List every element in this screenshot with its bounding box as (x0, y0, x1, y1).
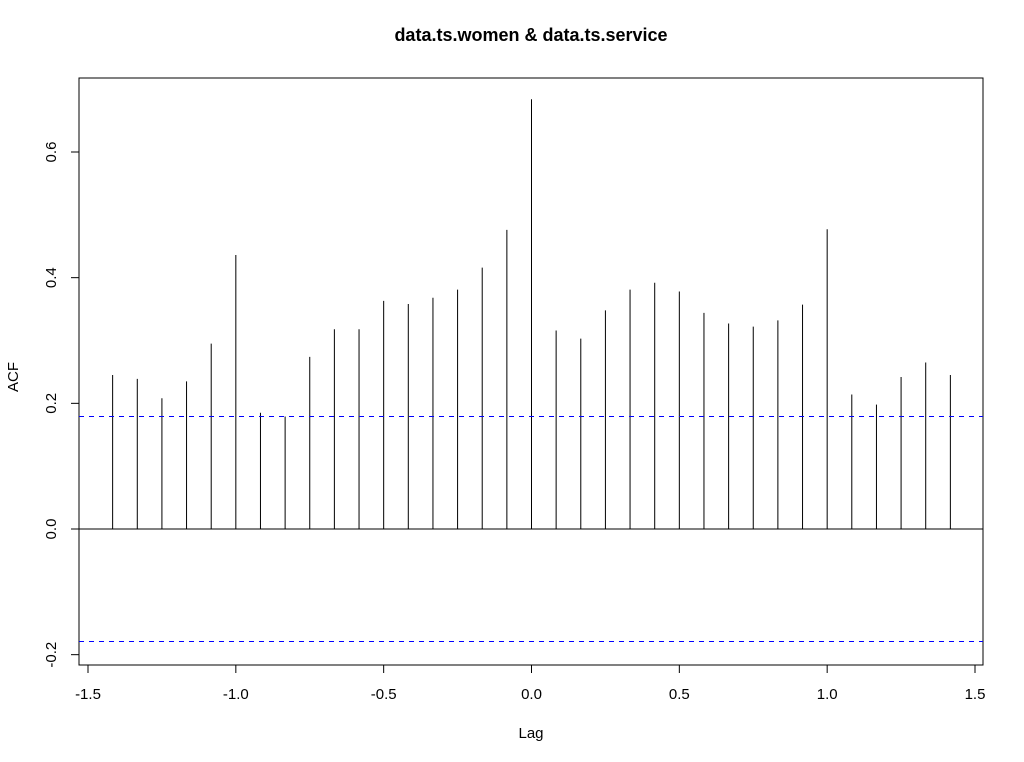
x-tick-label: -0.5 (371, 686, 397, 703)
x-tick-label: 0.5 (669, 686, 690, 703)
y-tick-label: -0.2 (43, 642, 60, 668)
acf-spikes (79, 99, 983, 530)
x-axis: -1.5 -1.0 -0.5 0.0 0.5 1.0 1.5 (75, 664, 986, 703)
y-tick-label: 0.0 (43, 519, 60, 540)
y-tick-label: 0.2 (43, 393, 60, 414)
confidence-bounds (79, 416, 983, 642)
chart-title: data.ts.women & data.ts.service (394, 25, 667, 45)
y-axis-label: ACF (5, 362, 22, 392)
x-tick-label: 1.5 (965, 686, 986, 703)
y-tick-label: 0.4 (43, 267, 60, 288)
x-tick-label: 1.0 (817, 686, 838, 703)
x-tick-label: -1.0 (223, 686, 249, 703)
x-tick-label: -1.5 (75, 686, 101, 703)
y-axis: -0.2 0.0 0.2 0.4 0.6 (43, 142, 80, 668)
y-tick-label: 0.6 (43, 142, 60, 163)
x-axis-label: Lag (518, 725, 543, 742)
x-tick-label: 0.0 (521, 686, 542, 703)
